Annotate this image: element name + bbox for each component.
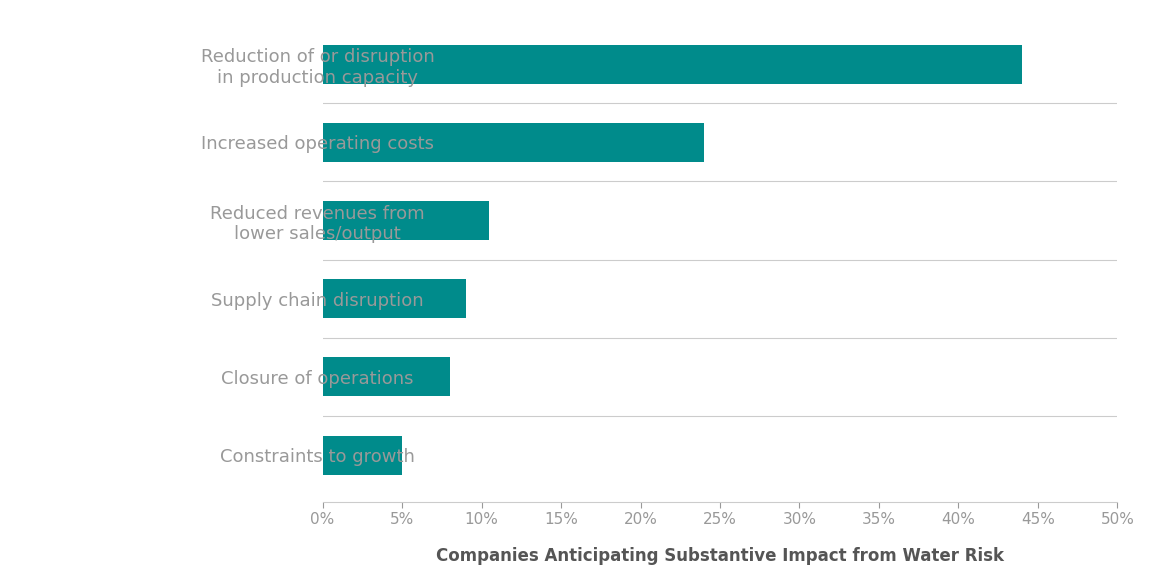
Bar — [323, 201, 490, 240]
Bar — [323, 279, 465, 319]
Bar — [323, 357, 449, 396]
X-axis label: Companies Anticipating Substantive Impact from Water Risk: Companies Anticipating Substantive Impac… — [435, 547, 1005, 565]
Bar — [323, 436, 402, 475]
Bar — [323, 44, 1022, 84]
Bar — [323, 123, 704, 162]
